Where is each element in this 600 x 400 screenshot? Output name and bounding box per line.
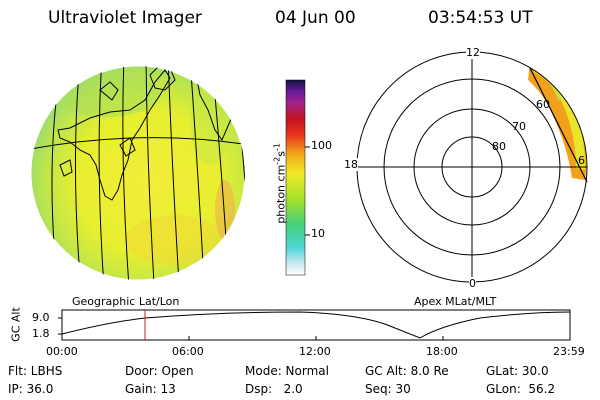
xtick-1200: 12:00 bbox=[299, 345, 331, 358]
apex-label: Apex MLat/MLT bbox=[414, 295, 497, 308]
mlat-label-80: 80 bbox=[492, 140, 506, 153]
altitude-ytick-1-8: 1.8 bbox=[32, 327, 50, 340]
xtick-2359: 23:59 bbox=[553, 345, 585, 358]
info-gcalt: GC Alt: 8.0 Re bbox=[365, 364, 449, 378]
colorbar-tick-10: 10 bbox=[311, 227, 325, 240]
info-glat: GLat: 30.0 bbox=[486, 364, 549, 378]
altitude-ytick-9: 9.0 bbox=[32, 311, 50, 324]
info-door: Door: Open bbox=[125, 364, 194, 378]
mlt-label-18: 18 bbox=[344, 158, 358, 171]
mlt-label-0: 0 bbox=[469, 277, 476, 290]
xtick-1800: 18:00 bbox=[426, 345, 458, 358]
unit-exp1: -2 bbox=[272, 156, 282, 165]
polar-plot bbox=[356, 51, 588, 283]
altitude-plot bbox=[58, 309, 571, 341]
mlt-label-12: 12 bbox=[466, 46, 480, 59]
info-dsp: Dsp: 2.0 bbox=[245, 382, 303, 396]
unit-mid: s bbox=[274, 150, 288, 157]
info-ip: IP: 36.0 bbox=[8, 382, 54, 396]
earth-image bbox=[30, 65, 246, 281]
altitude-curve bbox=[61, 311, 571, 339]
info-flt: Flt: LBHS bbox=[8, 364, 63, 378]
altitude-ylabel: GC Alt bbox=[9, 307, 23, 342]
instrument-title: Ultraviolet Imager bbox=[48, 8, 202, 28]
unit-exp2: -1 bbox=[272, 143, 282, 151]
info-seq: Seq: 30 bbox=[365, 382, 411, 396]
info-glon: GLon: 56.2 bbox=[486, 382, 556, 396]
unit-base: photon cm bbox=[274, 164, 288, 224]
colorbar-unit-label: photon cm-2s-1 bbox=[273, 113, 288, 253]
mlt-label-6: 6 bbox=[578, 154, 585, 167]
geographic-label: Geographic Lat/Lon bbox=[72, 295, 180, 308]
info-mode: Mode: Normal bbox=[245, 364, 329, 378]
xtick-0600: 06:00 bbox=[172, 345, 204, 358]
xtick-0000: 00:00 bbox=[46, 345, 78, 358]
date-label: 04 Jun 00 bbox=[275, 8, 356, 28]
info-gain: Gain: 13 bbox=[125, 382, 176, 396]
mlat-label-60: 60 bbox=[536, 98, 550, 111]
colorbar-tick-100: 100 bbox=[311, 139, 332, 152]
mlat-label-70: 70 bbox=[512, 120, 526, 133]
colorbar bbox=[285, 79, 310, 276]
time-label: 03:54:53 UT bbox=[428, 8, 533, 28]
